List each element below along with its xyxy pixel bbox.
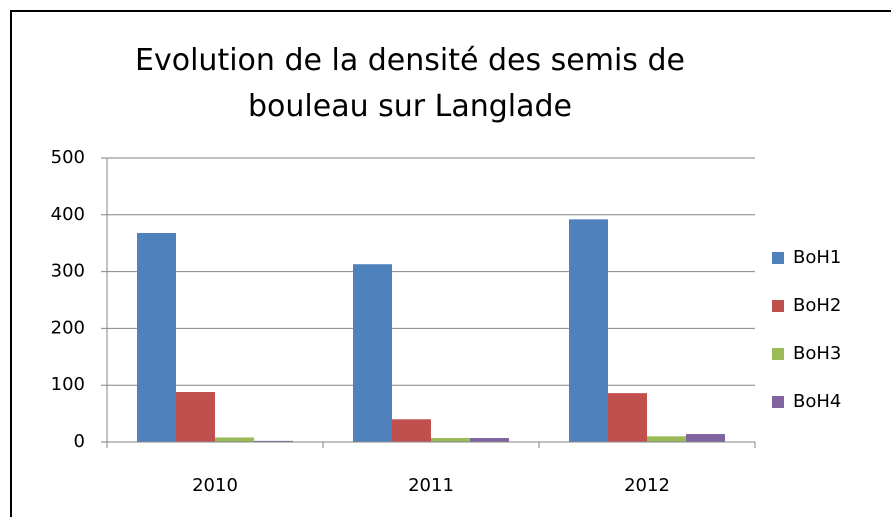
y-tick-label: 500 (51, 147, 85, 168)
bar (608, 393, 647, 442)
bar (215, 437, 254, 442)
y-tick-label: 200 (51, 317, 85, 338)
bar (470, 438, 509, 442)
x-tick-label: 2012 (624, 475, 670, 496)
bar (431, 438, 470, 442)
bar (647, 436, 686, 442)
y-tick-label: 400 (51, 204, 85, 225)
bar (176, 392, 215, 442)
bar (254, 440, 293, 442)
legend-swatch (772, 300, 784, 312)
x-tick-label: 2010 (192, 475, 238, 496)
bar (137, 232, 176, 442)
bar (686, 434, 725, 442)
bar (569, 219, 608, 442)
y-tick-label: 300 (51, 261, 85, 282)
legend-label: BoH3 (793, 343, 841, 364)
legend-swatch (772, 252, 784, 264)
bar (392, 419, 431, 442)
chart-frame (10, 10, 891, 517)
legend-swatch (772, 348, 784, 360)
y-tick-label: 100 (51, 374, 85, 395)
y-tick-label: 0 (74, 431, 85, 452)
legend-swatch (772, 396, 784, 408)
legend-label: BoH2 (793, 295, 841, 316)
x-tick-label: 2011 (408, 475, 454, 496)
legend-label: BoH4 (793, 391, 841, 412)
chart-title: Evolution de la densité des semis de bou… (135, 43, 685, 124)
bar (353, 264, 392, 442)
legend-label: BoH1 (793, 247, 841, 268)
